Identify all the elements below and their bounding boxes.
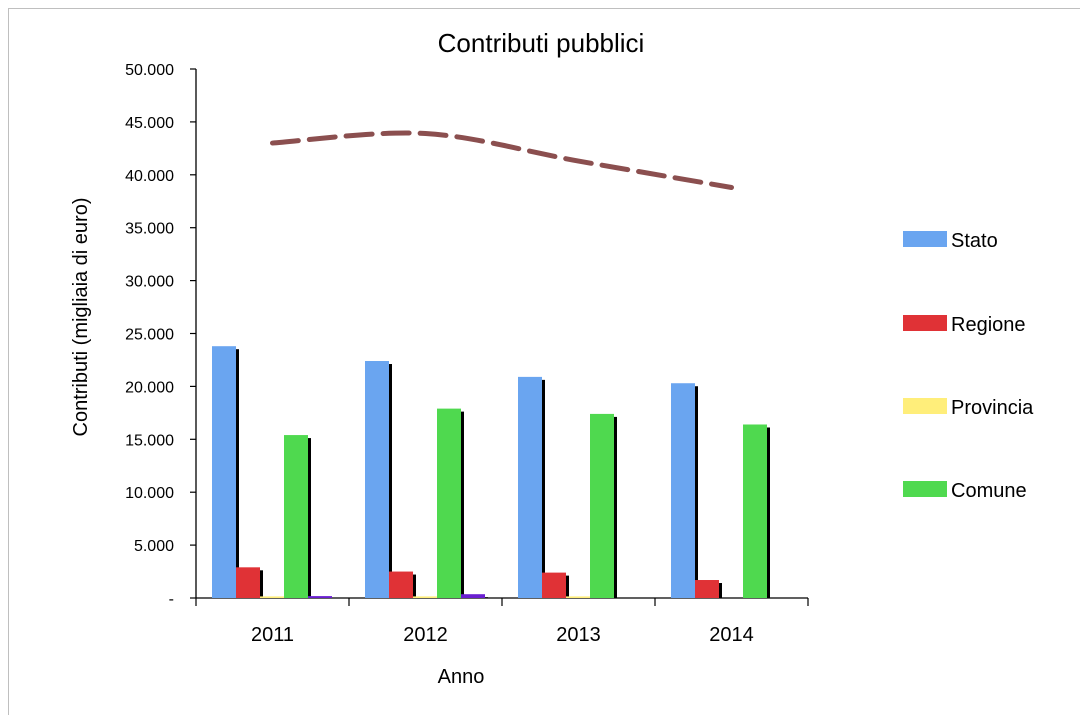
bar-comune: [437, 408, 461, 598]
y-tick-label: 35.000: [125, 221, 174, 238]
bar-provincia: [413, 596, 437, 598]
bar-regione: [389, 571, 413, 598]
legend-item-regione: Regione: [903, 314, 1026, 336]
bar-comune: [590, 413, 614, 598]
bar-regione: [542, 572, 566, 598]
y-tick-label: 5.000: [134, 538, 174, 555]
legend-label: Comune: [951, 480, 1027, 502]
legend-swatch: [903, 398, 947, 414]
legend-swatch: [903, 481, 947, 497]
chart-title: Contributi pubblici: [438, 28, 645, 58]
y-tick-label: 30.000: [125, 274, 174, 291]
bar-stato: [518, 376, 542, 598]
x-axis-label: Anno: [438, 666, 485, 688]
bar-extra: [461, 594, 485, 598]
legend-item-comune: Comune: [903, 480, 1027, 502]
total-line: [270, 130, 734, 190]
legend-item-provincia: Provincia: [903, 397, 1034, 419]
y-tick-label: 20.000: [125, 379, 174, 396]
legend-label: Provincia: [951, 397, 1034, 419]
legend-label: Regione: [951, 314, 1026, 336]
bar-comune: [743, 424, 767, 598]
x-tick-label: 2014: [709, 624, 754, 646]
bar-comune: [284, 435, 308, 598]
y-tick-label: 25.000: [125, 327, 174, 344]
y-tick-label: 50.000: [125, 62, 174, 79]
bar-provincia: [260, 596, 284, 598]
y-tick-label: 45.000: [125, 115, 174, 132]
y-tick-label: 15.000: [125, 432, 174, 449]
bar-stato: [212, 346, 236, 598]
legend-swatch: [903, 231, 947, 247]
plot-area: - 5.000 10.000 15.000 20.000 25.000 30.000 35.0…: [125, 62, 809, 646]
bar-regione: [236, 567, 260, 598]
bar-stato: [671, 383, 695, 598]
x-tick-label: 2013: [556, 624, 601, 646]
legend-swatch: [903, 315, 947, 331]
legend-label: Stato: [951, 230, 998, 252]
bar-regione: [695, 580, 719, 598]
y-axis-label: Contributi (migliaia di euro): [70, 198, 92, 437]
bar-stato: [365, 361, 389, 598]
y-tick-label: -: [169, 591, 174, 608]
x-tick-label: 2012: [403, 624, 448, 646]
bar-extra: [308, 596, 332, 598]
x-tick-label: 2011: [251, 624, 294, 646]
bar-provincia: [566, 596, 590, 598]
y-tick-label: 10.000: [125, 485, 174, 502]
legend: Stato Regione Provincia Comune: [903, 230, 1034, 502]
y-tick-label: 40.000: [125, 168, 174, 185]
legend-item-stato: Stato: [903, 230, 998, 252]
